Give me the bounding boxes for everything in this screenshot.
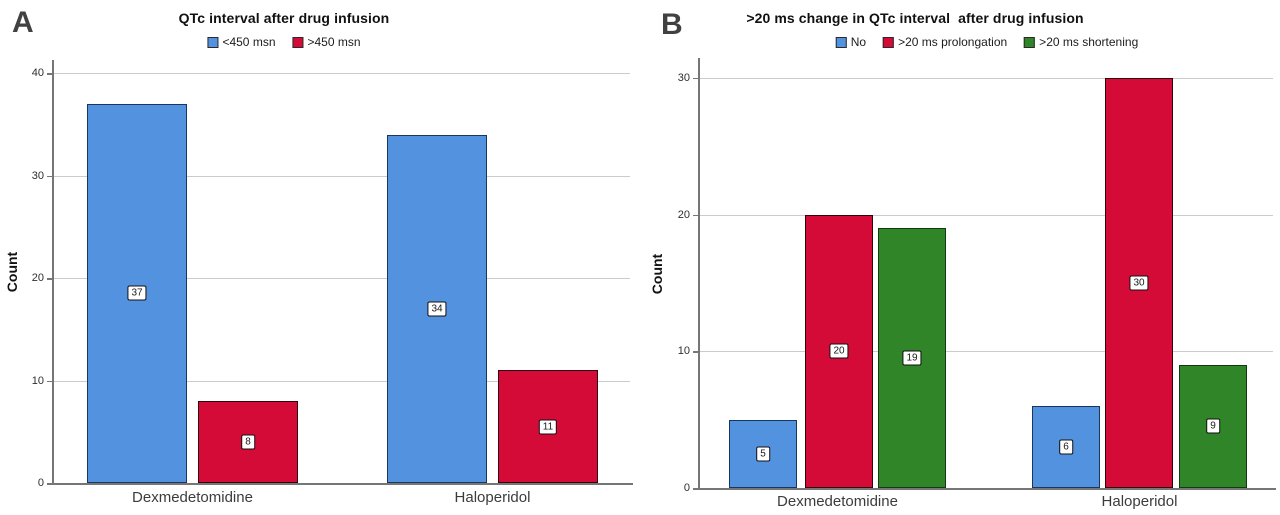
y-axis-tick (693, 214, 698, 217)
legend-swatch-icon (835, 36, 847, 48)
legend-label: >20 ms prolongation (898, 35, 1008, 49)
chart-a-legend: <450 msn >450 msn (207, 35, 361, 49)
panel-b-label: B (661, 8, 683, 41)
bar-value-label: 34 (427, 301, 447, 317)
gridline (699, 214, 1273, 216)
legend-item: No (835, 35, 867, 49)
panel-b: B >20 ms change in QTc interval after dr… (640, 0, 1280, 515)
y-axis-tick-label: 40 (31, 67, 44, 79)
bar-value-label: 19 (902, 350, 922, 366)
x-axis-line (52, 483, 633, 485)
x-category-label: Dexmedetomidine (777, 493, 898, 510)
legend-swatch-icon (292, 36, 304, 48)
gridline (53, 380, 630, 382)
y-axis-line (698, 58, 700, 489)
bar-value-label: 11 (538, 419, 558, 435)
bar-value-label: 6 (1059, 439, 1073, 455)
chart-b-y-axis-label: Count (649, 253, 665, 295)
chart-b-title: >20 ms change in QTc interval after drug… (746, 10, 1084, 26)
y-axis-tick-label: 10 (677, 345, 690, 358)
legend-label: No (850, 35, 867, 49)
y-axis-tick-label: 20 (31, 272, 44, 284)
bar-value-label: 37 (127, 285, 147, 301)
x-axis-line (698, 488, 1276, 490)
legend-swatch-icon (1024, 36, 1036, 48)
legend-swatch-icon (207, 36, 219, 48)
y-axis-tick-label: 0 (683, 482, 690, 494)
panel-a-label: A (12, 6, 34, 39)
y-axis-tick (47, 380, 52, 382)
bar-value-label: 9 (1206, 418, 1220, 434)
gridline (53, 73, 630, 74)
y-axis-tick (47, 278, 52, 280)
chart-b-legend: No >20 ms prolongation >20 ms shortening (835, 35, 1138, 49)
y-axis-tick-label: 20 (677, 208, 690, 221)
legend-label: >20 ms shortening (1039, 35, 1139, 49)
legend-item: >450 msn (292, 35, 361, 49)
bar-value-label: 20 (829, 343, 849, 359)
bar-value-label: 30 (1129, 275, 1149, 291)
y-axis-tick (693, 488, 698, 490)
legend-swatch-icon (883, 36, 895, 48)
y-axis-tick-label: 10 (31, 374, 44, 387)
legend-label: >450 msn (307, 35, 361, 49)
y-axis-tick (693, 351, 698, 353)
y-axis-tick (693, 77, 698, 80)
legend-item: >20 ms prolongation (883, 35, 1007, 49)
gridline (53, 278, 630, 279)
y-axis-tick-label: 30 (31, 169, 44, 182)
chart-a-title: QTc interval after drug infusion (178, 10, 390, 26)
y-axis-line (52, 60, 54, 484)
legend-item: <450 msn (207, 35, 276, 49)
x-category-label: Haloperidol (1101, 493, 1178, 510)
x-category-label: Haloperidol (454, 489, 531, 506)
legend-item: >20 ms shortening (1024, 35, 1138, 49)
y-axis-tick-label: 30 (677, 71, 690, 84)
bar-value-label: 5 (756, 446, 770, 462)
y-axis-tick (47, 483, 52, 485)
legend-label: <450 msn (222, 35, 276, 49)
panel-a: A QTc interval after drug infusion <450 … (4, 6, 633, 506)
y-axis-tick-label: 0 (37, 477, 44, 489)
gridline (699, 351, 1273, 353)
y-axis-tick (47, 175, 52, 177)
x-category-label: Dexmedetomidine (132, 489, 253, 506)
bar-value-label: 8 (241, 434, 255, 450)
y-axis-tick (47, 73, 52, 75)
gridline (53, 175, 630, 177)
gridline (699, 77, 1273, 79)
